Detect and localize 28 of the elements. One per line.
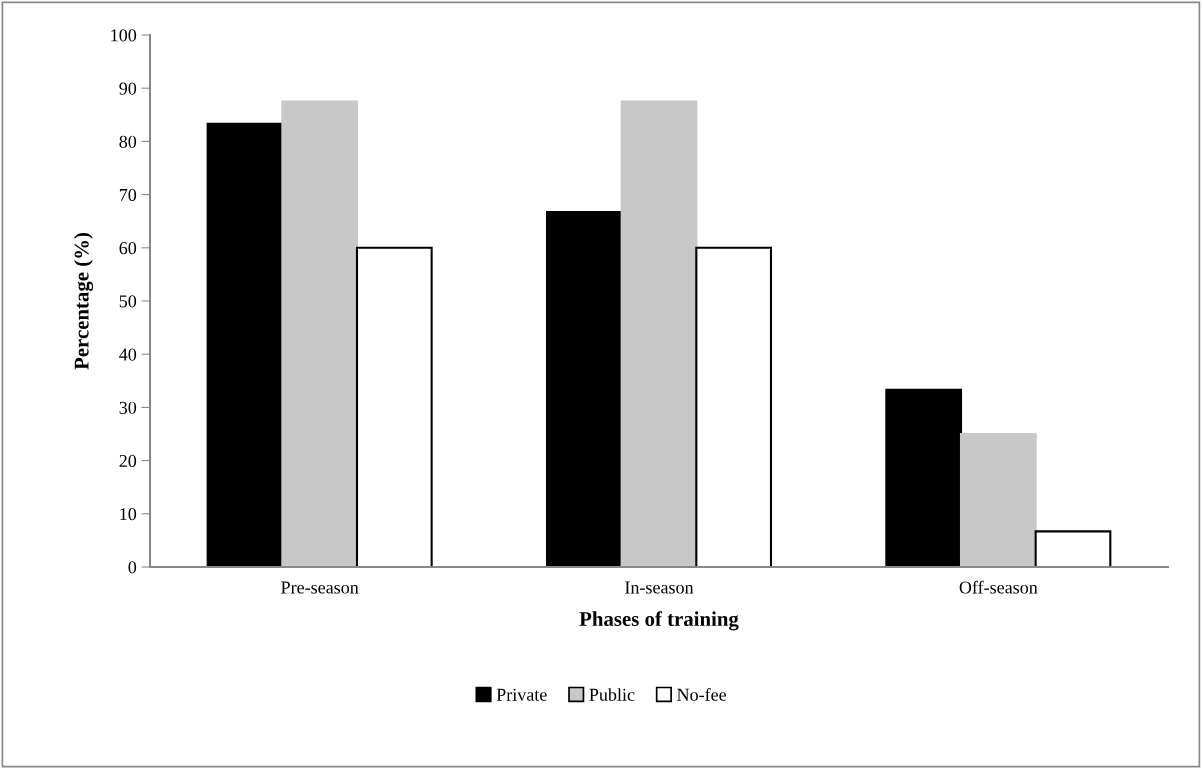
y-tick-label: 40 — [119, 348, 137, 361]
y-tick-label: 90 — [119, 82, 137, 95]
bar — [695, 246, 773, 567]
bar — [620, 100, 698, 567]
legend-label: Public — [589, 688, 635, 701]
y-tick-label: 30 — [119, 401, 137, 414]
bar — [355, 246, 433, 567]
y-tick-label: 100 — [111, 29, 137, 42]
y-tick-label: 70 — [119, 188, 137, 202]
bar — [206, 122, 284, 567]
legend-label: No-fee — [677, 687, 727, 701]
y-tick-label: 80 — [119, 135, 137, 148]
y-tick-label: 60 — [119, 242, 137, 255]
bar — [281, 100, 359, 567]
y-axis-title: Percentage (%) — [74, 232, 94, 370]
y-tick-label: 10 — [120, 508, 137, 521]
bar — [545, 211, 623, 567]
y-tick-label: 0 — [128, 561, 137, 574]
y-tick-label: 50 — [119, 295, 137, 308]
bar — [885, 388, 963, 567]
x-tick-label: Off-season — [959, 580, 1038, 594]
x-tick-label: In-season — [625, 581, 694, 594]
legend-label: Private — [496, 688, 547, 701]
bar — [959, 432, 1037, 567]
y-tick-label: 20 — [119, 454, 137, 468]
x-tick-label: Pre-season — [281, 581, 359, 594]
bar — [1034, 530, 1112, 567]
x-axis-title: Phases of training — [579, 611, 739, 631]
